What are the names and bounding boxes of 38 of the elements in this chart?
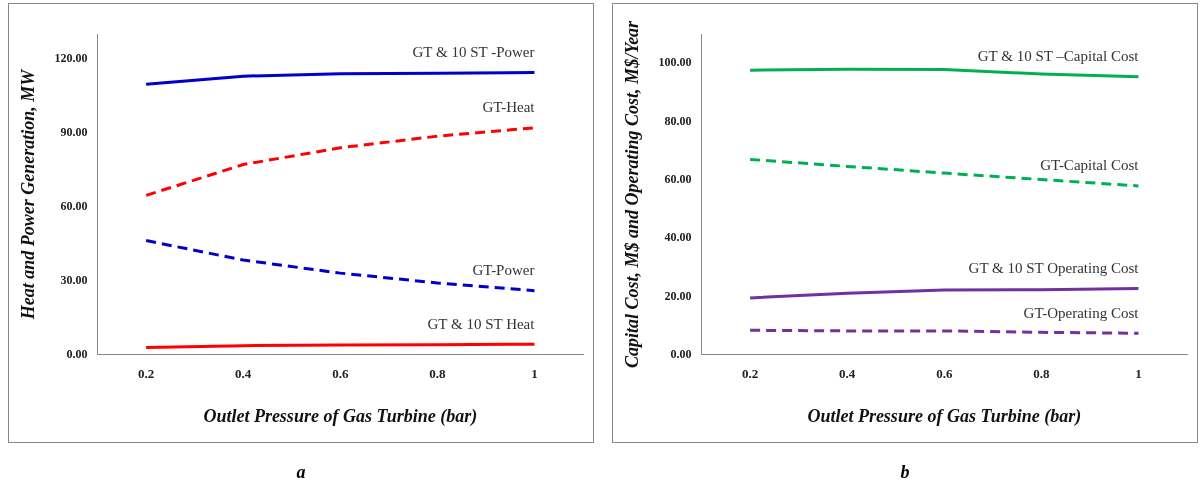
- series-label: GT-Operating Cost: [1023, 304, 1140, 321]
- y-tick-label: 60.00: [664, 171, 692, 186]
- y-tick-label: 0.00: [670, 346, 692, 361]
- series-label: GT & 10 ST Heat: [427, 315, 536, 332]
- series-label: GT-Power: [472, 262, 535, 279]
- y-tick-label: 100.00: [658, 55, 692, 70]
- x-tick-label: 1: [531, 365, 538, 381]
- series-label: GT-Capital Cost: [1040, 157, 1140, 174]
- y-tick-label: 80.00: [664, 113, 692, 128]
- series-label: GT & 10 ST -Power: [412, 43, 535, 60]
- x-tick-label: 1: [1135, 365, 1142, 381]
- y-tick-label: 90.00: [60, 124, 88, 139]
- x-tick-label: 0.8: [429, 365, 447, 381]
- line-series: [144, 126, 536, 197]
- x-tick-label: 0.2: [742, 365, 759, 381]
- y-tick-label: 60.00: [60, 198, 88, 213]
- y-axis-title: Heat and Power Generation, MW: [18, 67, 39, 321]
- y-axis-title: Capital Cost, M$ and Operating Cost, M$/Year: [622, 19, 643, 368]
- line-series: [748, 157, 1140, 188]
- series-label: GT-Heat: [482, 99, 536, 116]
- line-series: [144, 239, 536, 293]
- y-tick-label: 0.00: [66, 346, 88, 361]
- x-tick-label: 0.8: [1033, 365, 1051, 381]
- y-tick-label: 20.00: [664, 288, 692, 303]
- x-tick-label: 0.6: [936, 365, 953, 381]
- y-tick-label: 40.00: [664, 230, 692, 245]
- y-tick-label: 120.00: [54, 50, 88, 65]
- text: b: [899, 462, 911, 483]
- x-tick-label: 0.4: [235, 365, 252, 381]
- x-axis-title: Outlet Pressure of Gas Turbine (bar): [807, 405, 1082, 427]
- y-tick-label: 30.00: [60, 272, 88, 287]
- x-tick-label: 0.6: [332, 365, 349, 381]
- series-label: GT & 10 ST –Capital Cost: [977, 48, 1140, 65]
- x-tick-label: 0.2: [138, 365, 155, 381]
- x-axis-title: Outlet Pressure of Gas Turbine (bar): [203, 405, 478, 427]
- x-tick-label: 0.4: [839, 365, 856, 381]
- text: a: [295, 462, 307, 483]
- series-label: GT & 10 ST Operating Cost: [968, 260, 1140, 277]
